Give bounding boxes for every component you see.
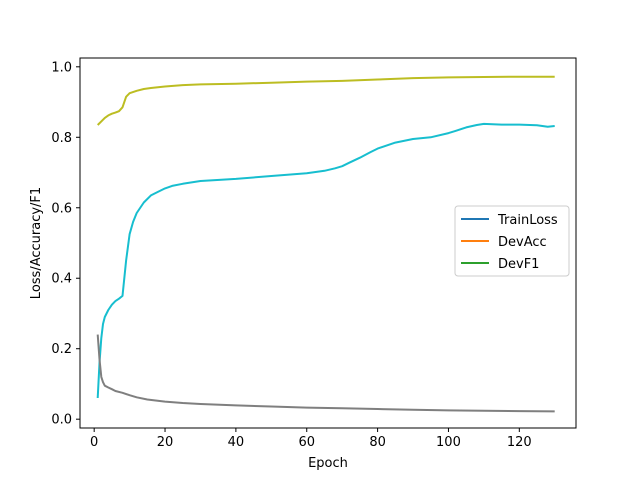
- x-axis-ticks: 0 20 40 60 80 100 120: [90, 428, 532, 450]
- legend-label-trainloss: TrainLoss: [497, 213, 558, 228]
- y-tick-label: 0.8: [51, 131, 72, 146]
- y-tick-label: 0.2: [51, 342, 72, 357]
- series-line-dev-acc-mid: [96, 122, 555, 399]
- y-tick-label: 0.6: [51, 201, 72, 216]
- plot-frame: [79, 57, 577, 429]
- y-tick-label: 1.0: [51, 60, 72, 75]
- y-tick-label: 0.4: [51, 272, 72, 287]
- x-tick-label: 80: [369, 435, 386, 450]
- x-tick-label: 40: [228, 435, 245, 450]
- legend: TrainLoss DevAcc DevF1: [454, 205, 570, 277]
- legend-label-devf1: DevF1: [498, 257, 539, 272]
- series-line-dev-f1-top: [96, 75, 555, 126]
- x-tick-label: 60: [298, 435, 315, 450]
- x-tick-label: 120: [507, 435, 532, 450]
- series-layer: [96, 75, 555, 413]
- y-tick-label: 0.0: [51, 413, 72, 428]
- x-tick-label: 100: [436, 435, 461, 450]
- x-tick-label: 20: [157, 435, 174, 450]
- x-axis-label: Epoch: [308, 456, 348, 471]
- x-tick-label: 0: [90, 435, 98, 450]
- legend-label-devacc: DevAcc: [498, 235, 547, 250]
- y-axis-label: Loss/Accuracy/F1: [29, 187, 44, 299]
- legend-box: [454, 205, 570, 277]
- y-axis-ticks: 0.0 0.2 0.4 0.6 0.8 1.0: [51, 60, 80, 428]
- series-line-train-loss-bottom: [96, 334, 555, 413]
